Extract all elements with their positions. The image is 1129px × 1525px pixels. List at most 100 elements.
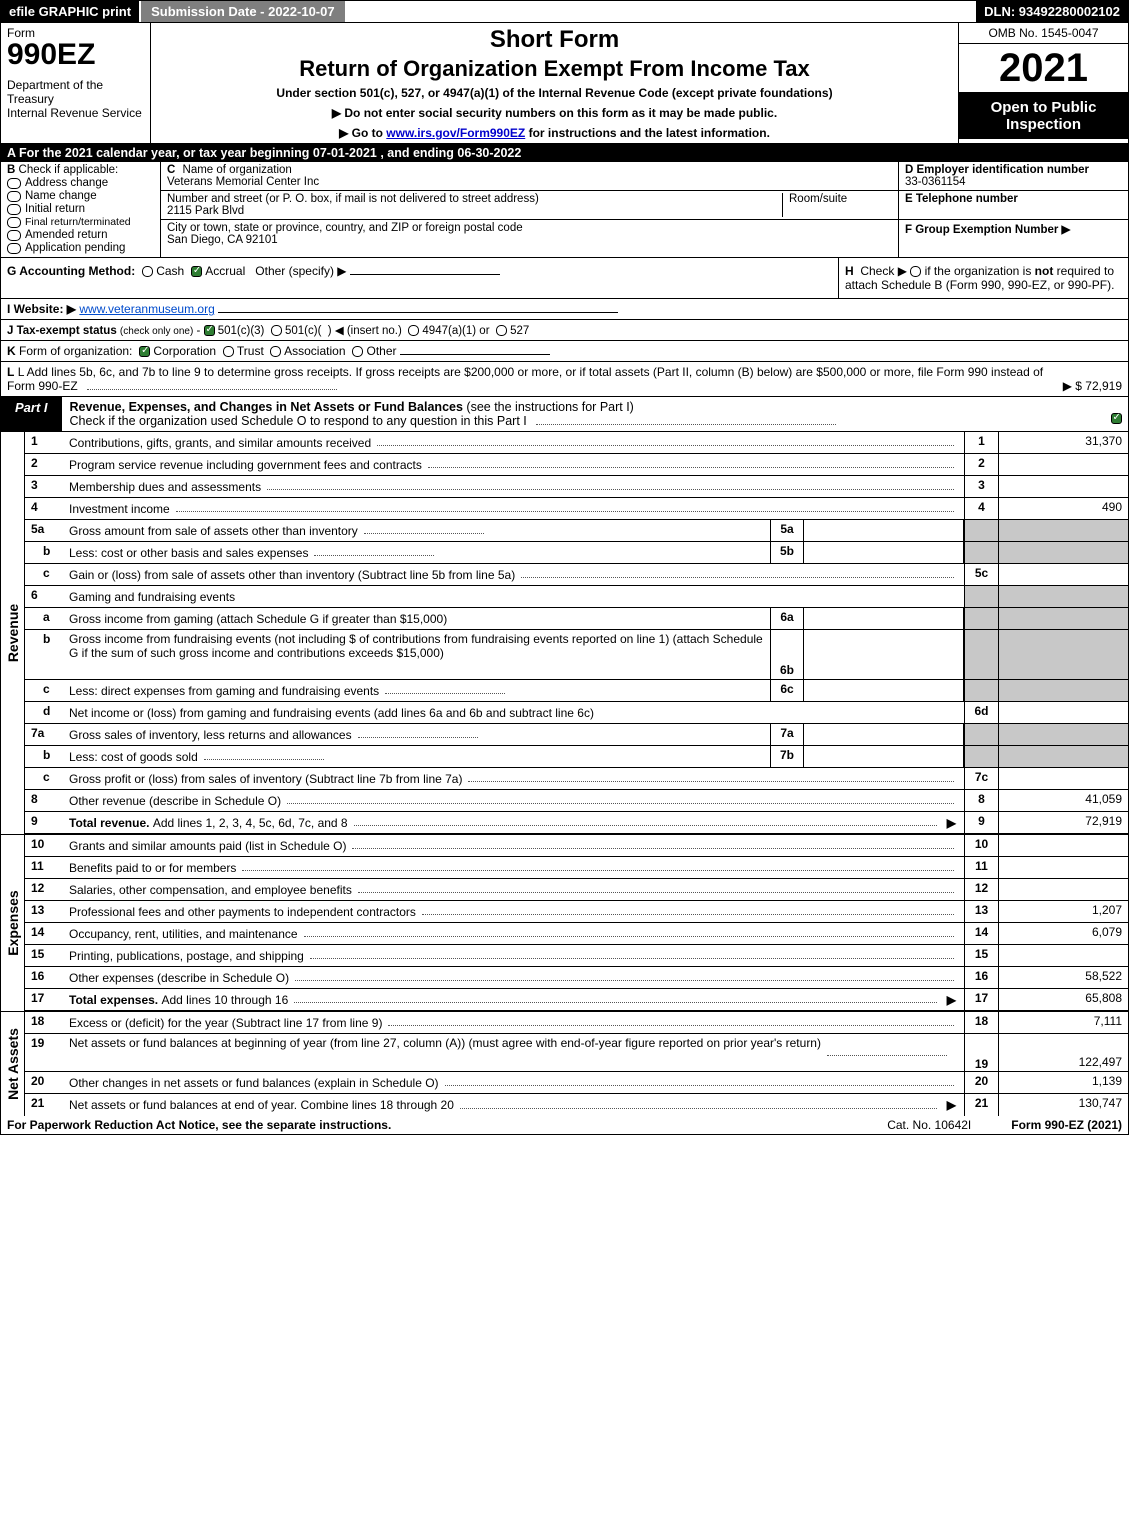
line-text: Other changes in net assets or fund bala… xyxy=(69,1076,439,1090)
checkbox-icon[interactable] xyxy=(7,243,21,254)
line-desc: Gross income from gaming (attach Schedul… xyxy=(65,608,770,629)
dots xyxy=(310,952,954,959)
chk-amended-return[interactable]: Amended return xyxy=(7,229,154,241)
line-text: Gross income from gaming (attach Schedul… xyxy=(69,612,447,626)
line-text: Salaries, other compensation, and employ… xyxy=(69,883,352,897)
side-label-revenue: Revenue xyxy=(1,432,25,834)
line-num: 6 xyxy=(25,586,65,607)
line-right-num: 20 xyxy=(964,1072,998,1093)
chk-application-pending[interactable]: Application pending xyxy=(7,242,154,254)
line-right-val xyxy=(998,564,1128,585)
g-other-specify-line[interactable] xyxy=(350,274,500,275)
part-1-tab: Part I xyxy=(1,397,62,431)
line-right-val: 6,079 xyxy=(998,923,1128,944)
line-right-val-shade xyxy=(998,586,1128,607)
line-num: 17 xyxy=(25,989,65,1010)
footer-form-bold: 990-EZ xyxy=(1045,1118,1084,1132)
side-label-net-assets-text: Net Assets xyxy=(5,1028,21,1100)
line-right-num-shade xyxy=(964,586,998,607)
line-20: 20 Other changes in net assets or fund b… xyxy=(25,1072,1128,1094)
checkbox-501c3-checked[interactable] xyxy=(204,325,215,336)
line-desc: Less: direct expenses from gaming and fu… xyxy=(65,680,770,701)
line-num: 21 xyxy=(25,1094,65,1116)
chk-label: Name change xyxy=(25,190,97,202)
line-desc: Less: cost of goods sold xyxy=(65,746,770,767)
chk-address-change[interactable]: Address change xyxy=(7,177,154,189)
checkbox-4947[interactable] xyxy=(408,325,419,336)
line-4: 4 Investment income 4 490 xyxy=(25,498,1128,520)
line-right-val-shade xyxy=(998,746,1128,767)
line-text: Printing, publications, postage, and shi… xyxy=(69,949,304,963)
dots xyxy=(388,1019,954,1026)
irs-link[interactable]: www.irs.gov/Form990EZ xyxy=(386,126,525,140)
footer-form-pre: Form xyxy=(1011,1118,1044,1132)
checkbox-schedule-o-checked[interactable] xyxy=(1111,413,1122,424)
line-right-num: 13 xyxy=(964,901,998,922)
dots xyxy=(536,418,836,426)
line-right-num-shade xyxy=(964,520,998,541)
chk-name-change[interactable]: Name change xyxy=(7,190,154,202)
line-num: b xyxy=(25,746,65,767)
line-text: Benefits paid to or for members xyxy=(69,861,236,875)
checkbox-corporation-checked[interactable] xyxy=(139,346,150,357)
footer-cat-no: Cat. No. 10642I xyxy=(847,1118,1011,1132)
line-text: Gross income from fundraising events (no… xyxy=(69,632,766,660)
website-link[interactable]: www.veteranmuseum.org xyxy=(79,302,214,316)
submission-date: Submission Date - 2022-10-07 xyxy=(139,1,347,22)
d-label: D Employer identification number xyxy=(905,164,1089,176)
line-right-num: 6d xyxy=(964,702,998,723)
total-revenue-bold: Total revenue. xyxy=(69,816,149,830)
row-i-website: I Website: ▶ www.veteranmuseum.org xyxy=(0,299,1129,320)
checkbox-other[interactable] xyxy=(352,346,363,357)
k-other-line[interactable] xyxy=(400,354,550,355)
checkbox-trust[interactable] xyxy=(223,346,234,357)
line-num: c xyxy=(25,564,65,585)
line-9: 9 Total revenue. Add lines 1, 2, 3, 4, 5… xyxy=(25,812,1128,834)
dots xyxy=(176,505,954,512)
checkbox-h[interactable] xyxy=(910,266,921,277)
checkbox-icon[interactable] xyxy=(7,217,21,228)
part-1-checkbox-col xyxy=(1104,397,1128,431)
line-right-num-shade xyxy=(964,542,998,563)
chk-label: Initial return xyxy=(25,203,85,215)
chk-label: Amended return xyxy=(25,229,107,241)
revenue-section: Revenue 1 Contributions, gifts, grants, … xyxy=(0,432,1129,834)
inner-val xyxy=(804,724,964,745)
checkbox-accrual-checked[interactable] xyxy=(191,266,202,277)
checkbox-icon[interactable] xyxy=(7,191,21,202)
checkbox-cash[interactable] xyxy=(142,266,153,277)
checkbox-icon[interactable] xyxy=(7,230,21,241)
line-num: 5a xyxy=(25,520,65,541)
line-text: Net assets or fund balances at beginning… xyxy=(69,1036,821,1050)
part-1-title: Revenue, Expenses, and Changes in Net As… xyxy=(62,397,1104,431)
checkbox-association[interactable] xyxy=(270,346,281,357)
box-b-header: B Check if applicable: xyxy=(7,164,154,176)
checkbox-icon[interactable] xyxy=(7,178,21,189)
efile-label[interactable]: efile GRAPHIC print xyxy=(1,1,139,22)
chk-initial-return[interactable]: Initial return xyxy=(7,203,154,215)
inner-num: 6b xyxy=(770,630,804,679)
checkbox-527[interactable] xyxy=(496,325,507,336)
dots xyxy=(352,842,954,849)
checkbox-501c[interactable] xyxy=(271,325,282,336)
website-underline xyxy=(218,312,618,313)
line-right-num-shade xyxy=(964,680,998,701)
line-right-val: 490 xyxy=(998,498,1128,519)
line-12: 12 Salaries, other compensation, and emp… xyxy=(25,879,1128,901)
dots xyxy=(354,819,937,826)
line-right-val: 72,919 xyxy=(998,812,1128,833)
net-assets-section: Net Assets 18 Excess or (deficit) for th… xyxy=(0,1011,1129,1116)
h-letter: H xyxy=(845,264,854,278)
line-right-val xyxy=(998,945,1128,966)
line-7c: c Gross profit or (loss) from sales of i… xyxy=(25,768,1128,790)
checkbox-icon[interactable] xyxy=(7,204,21,215)
line-text: Less: direct expenses from gaming and fu… xyxy=(69,684,379,698)
inner-val xyxy=(804,542,964,563)
line-2: 2 Program service revenue including gove… xyxy=(25,454,1128,476)
chk-final-return[interactable]: Final return/terminated xyxy=(7,216,154,228)
line-num: b xyxy=(25,542,65,563)
omb-number: OMB No. 1545-0047 xyxy=(959,23,1128,44)
line-text: Contributions, gifts, grants, and simila… xyxy=(69,436,371,450)
g-cash: Cash xyxy=(156,264,184,278)
line-5b: b Less: cost or other basis and sales ex… xyxy=(25,542,1128,564)
